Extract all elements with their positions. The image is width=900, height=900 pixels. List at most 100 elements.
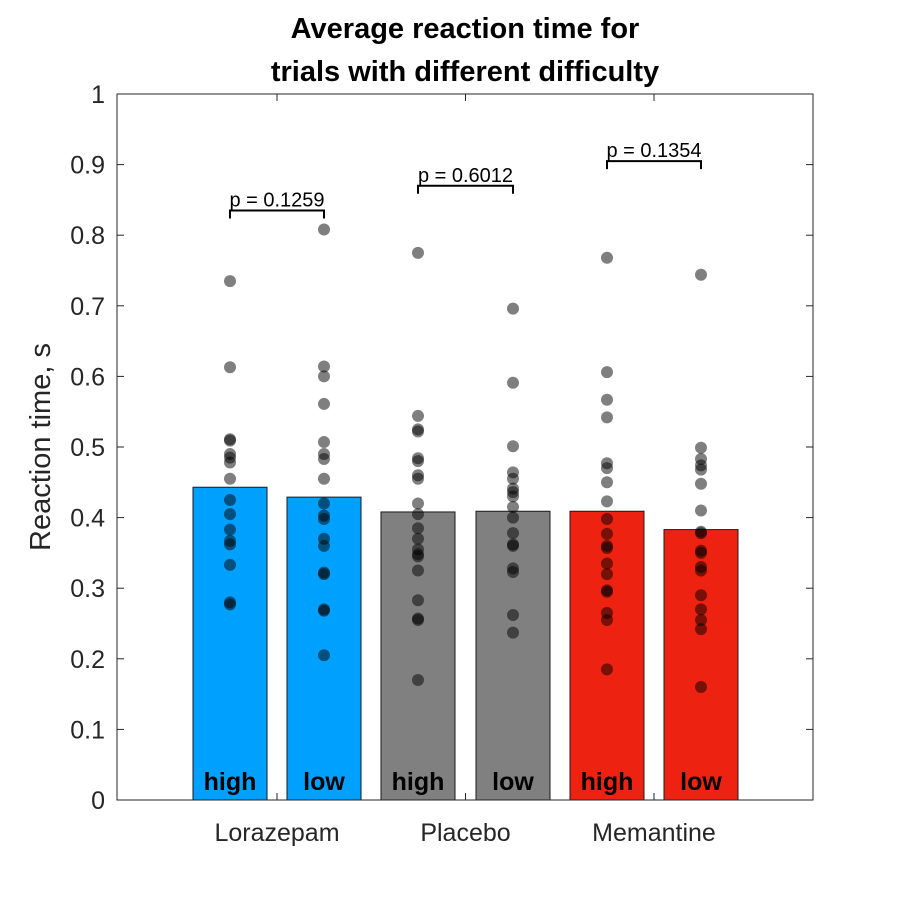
data-point — [695, 477, 707, 490]
data-point — [412, 613, 424, 626]
data-point — [601, 411, 613, 424]
data-point — [412, 594, 424, 607]
bar-label-memantine-high: high — [581, 768, 634, 796]
significance-bracket-lorazepam — [229, 209, 325, 219]
y-tick-label: 1 — [91, 81, 105, 109]
significance-bracket-memantine — [606, 160, 702, 170]
data-point — [507, 440, 519, 453]
data-point — [318, 360, 330, 373]
data-point — [412, 522, 424, 535]
data-point — [224, 598, 236, 611]
significance-bracket-placebo — [417, 184, 514, 194]
data-point — [507, 626, 519, 639]
data-point — [601, 513, 613, 526]
data-point — [412, 673, 424, 686]
y-tick-label: 0.7 — [70, 293, 105, 321]
data-point — [412, 508, 424, 521]
data-point — [601, 462, 613, 475]
x-axis-categories: Lorazepam Placebo Memantine — [214, 94, 716, 847]
bar-placebo-low — [475, 510, 551, 801]
x-category-label-placebo: Placebo — [420, 819, 510, 847]
data-point — [601, 527, 613, 540]
data-point — [412, 532, 424, 545]
data-point — [695, 589, 707, 602]
data-point — [507, 565, 519, 578]
y-tick-label: 0 — [91, 787, 105, 815]
data-point — [507, 302, 519, 315]
p-value-memantine: p = 0.1354 — [606, 140, 701, 162]
data-point — [412, 455, 424, 468]
y-tick-label: 0.5 — [70, 434, 105, 462]
data-point — [224, 275, 236, 288]
data-point — [507, 511, 519, 524]
data-point — [695, 603, 707, 616]
data-point — [224, 538, 236, 551]
data-point — [412, 550, 424, 563]
data-point — [412, 409, 424, 422]
data-point — [601, 613, 613, 626]
data-point — [224, 472, 236, 485]
data-point — [412, 246, 424, 259]
points-layer — [224, 223, 707, 694]
y-axis-label: Reaction time, s — [25, 343, 57, 551]
bar-label-lorazepam-high: high — [204, 768, 257, 796]
data-point — [412, 564, 424, 577]
y-tick-label: 0.4 — [70, 505, 105, 533]
data-point — [318, 436, 330, 449]
y-tick-label: 0.2 — [70, 646, 105, 674]
x-category-label-memantine: Memantine — [592, 819, 716, 847]
x-category-label-lorazepam: Lorazepam — [214, 819, 339, 847]
bar-label-memantine-low: low — [680, 768, 722, 796]
data-point — [507, 527, 519, 540]
data-point — [601, 541, 613, 554]
p-value-placebo: p = 0.6012 — [418, 165, 513, 187]
data-point — [318, 649, 330, 662]
data-point — [601, 568, 613, 581]
data-point — [507, 376, 519, 389]
data-point — [695, 463, 707, 476]
data-point — [224, 456, 236, 469]
data-point — [507, 609, 519, 622]
data-point — [224, 558, 236, 571]
data-point — [224, 523, 236, 536]
p-value-lorazepam: p = 0.1259 — [229, 189, 324, 211]
y-tick-label: 0.6 — [70, 363, 105, 391]
data-point — [318, 370, 330, 383]
data-point — [695, 441, 707, 454]
y-tick-label: 0.1 — [70, 716, 105, 744]
data-point — [224, 434, 236, 447]
data-point — [695, 546, 707, 559]
data-point — [318, 604, 330, 617]
data-point — [601, 557, 613, 570]
bar-label-placebo-high: high — [392, 768, 445, 796]
data-point — [318, 497, 330, 510]
data-point — [695, 613, 707, 626]
data-point — [318, 472, 330, 485]
data-point — [318, 568, 330, 581]
y-tick-label: 0.3 — [70, 575, 105, 603]
chart-title-line-2: trials with different difficulty — [271, 56, 659, 88]
data-point — [601, 251, 613, 264]
data-point — [507, 501, 519, 514]
annotations-layer: p = 0.1259 p = 0.6012 p = 0.1354 — [229, 140, 702, 219]
data-point — [601, 663, 613, 676]
data-point — [318, 539, 330, 552]
data-point — [224, 508, 236, 521]
data-point — [412, 472, 424, 485]
data-point — [695, 527, 707, 540]
data-point — [224, 361, 236, 374]
data-point — [695, 268, 707, 281]
data-point — [318, 453, 330, 466]
chart-title-line-1: Average reaction time for — [291, 13, 640, 45]
bar-label-lorazepam-low: low — [303, 768, 345, 796]
y-tick-label: 0.8 — [70, 222, 105, 250]
data-point — [601, 476, 613, 489]
data-point — [318, 223, 330, 236]
bar-memantine-high — [569, 510, 645, 801]
data-point — [601, 393, 613, 406]
data-point — [507, 539, 519, 552]
data-point — [507, 490, 519, 503]
data-point — [318, 397, 330, 410]
bar-label-placebo-low: low — [492, 768, 534, 796]
data-point — [601, 495, 613, 508]
